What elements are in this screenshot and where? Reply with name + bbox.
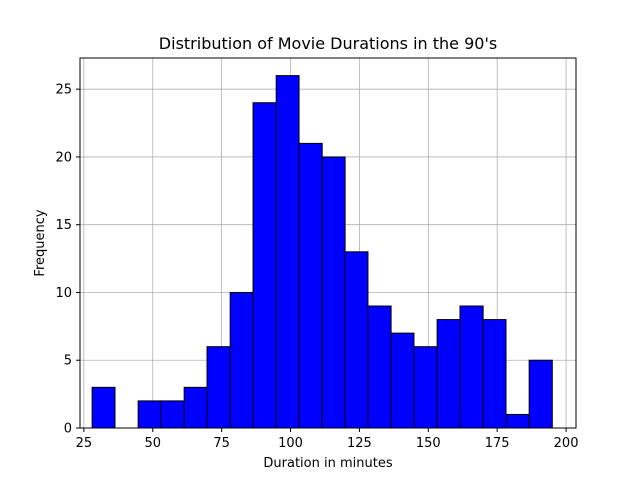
x-axis-ticks: 25 50 75 100 125 150 175 200 <box>76 428 579 451</box>
histogram-bar <box>298 142 323 429</box>
histogram-bar <box>137 400 162 429</box>
x-tick-label: 175 <box>485 436 510 451</box>
plot-area: 25 50 75 100 125 150 175 200 0 5 10 15 20 25 <box>55 57 579 451</box>
histogram-bar <box>482 319 507 429</box>
histogram-bar <box>321 156 346 429</box>
histogram-bar <box>275 75 300 429</box>
histogram-bar <box>206 346 231 429</box>
y-tick-label: 0 <box>64 422 72 437</box>
x-tick-label: 200 <box>554 436 579 451</box>
x-tick-label: 150 <box>416 436 441 451</box>
histogram-bar <box>367 305 392 429</box>
histogram-bar <box>183 386 208 429</box>
y-tick-label: 15 <box>55 218 72 233</box>
x-tick-label: 75 <box>213 436 230 451</box>
histogram-bar <box>344 251 369 429</box>
histogram-bar <box>436 319 461 429</box>
chart-title: Distribution of Movie Durations in the 9… <box>159 34 497 53</box>
x-tick-label: 25 <box>76 436 93 451</box>
histogram-bar <box>413 346 438 429</box>
x-axis-label: Duration in minutes <box>263 456 392 471</box>
y-axis-ticks: 0 5 10 15 20 25 <box>55 83 80 437</box>
plot-frame <box>79 57 577 429</box>
histogram-bar <box>528 359 553 429</box>
y-axis-label: Frequency <box>33 209 48 276</box>
histogram-bar <box>459 305 484 429</box>
histogram-bar <box>91 386 116 429</box>
histogram-bar <box>505 413 530 429</box>
y-tick-label: 25 <box>55 83 72 98</box>
y-tick-label: 5 <box>64 354 72 369</box>
histogram-bar <box>229 291 254 429</box>
x-tick-label: 100 <box>278 436 303 451</box>
y-tick-label: 10 <box>55 286 72 301</box>
histogram-bar <box>390 332 415 429</box>
y-tick-label: 20 <box>55 150 72 165</box>
histogram-bar <box>160 400 185 429</box>
x-tick-label: 125 <box>347 436 372 451</box>
histogram-bar <box>252 102 277 429</box>
x-tick-label: 50 <box>144 436 161 451</box>
